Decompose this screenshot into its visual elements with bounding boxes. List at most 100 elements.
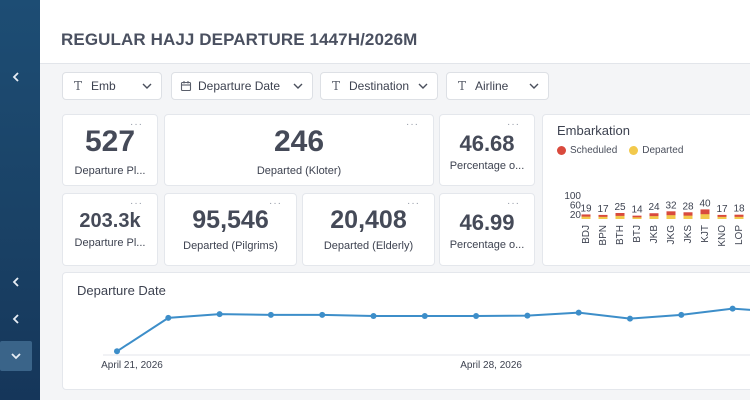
filter-label: Airline [475,79,509,93]
card-percentage-2: ··· 46.99 Percentage o... [439,193,535,266]
chart-title: Embarkation [557,123,630,138]
x-tick-label: JKG [666,225,677,245]
legend-swatch [629,146,639,155]
more-options-icon[interactable]: ··· [507,119,520,130]
card-label: Percentage o... [449,239,525,251]
more-options-icon[interactable]: ··· [130,198,143,209]
card-label: Departed (Pilgrims) [183,240,278,252]
filter-airline[interactable]: T Airline [446,72,549,100]
sidebar-back-button[interactable] [0,267,32,297]
text-type-icon: T [457,79,466,93]
bar-departed[interactable] [717,216,727,219]
x-tick-label: BTJ [632,225,643,243]
x-tick-label: LOP [734,225,745,245]
bar-data-label: 18 [733,204,745,215]
dashboard-header: REGULAR HAJJ DEPARTURE 1447H/2026M [40,0,750,64]
bar-departed[interactable] [666,215,676,219]
line-data-point[interactable] [267,311,274,318]
card-label: Departure Pl... [74,165,146,177]
card-value: 46.99 [459,210,515,235]
filter-label: Departure Date [198,79,281,93]
card-departure-plans: ··· 527 Departure Pl... [62,114,158,186]
sidebar-collapse-button[interactable] [0,62,32,92]
legend-item-scheduled[interactable]: Scheduled [557,145,617,156]
card-departed-kloter: ··· 246 Departed (Kloter) [164,114,434,186]
y-tick-label: 100 [564,191,581,202]
filter-emb[interactable]: T Emb [62,72,162,100]
line-data-point[interactable] [524,312,531,319]
bar-data-label: 17 [597,204,609,215]
chevron-left-icon [12,72,19,82]
more-options-icon[interactable]: ··· [407,198,420,209]
legend-swatch [557,146,566,155]
line-data-point[interactable] [421,313,428,319]
page-title: REGULAR HAJJ DEPARTURE 1447H/2026M [61,30,418,49]
sidebar-prev-button[interactable] [0,304,32,334]
line-data-point[interactable] [729,305,736,312]
bar-departed[interactable] [598,216,608,219]
sidebar-expand-button[interactable] [0,341,32,371]
card-departed-pilgrims: ··· 95,546 Departed (Pilgrims) [164,193,297,266]
bar-departed[interactable] [683,215,693,219]
legend-item-departed[interactable]: Departed [629,145,683,156]
line-data-point[interactable] [627,315,633,322]
filter-destination[interactable]: T Destination [320,72,438,100]
y-tick-label: 20 [570,210,582,221]
x-tick-label: BDJ [581,225,592,244]
bar-departed[interactable] [700,214,710,219]
card-label: Departed (Elderly) [323,240,414,252]
x-tick-label: April 28, 2026 [460,360,522,371]
more-options-icon[interactable]: ··· [269,198,282,209]
line-data-point[interactable] [114,348,120,355]
more-options-icon[interactable]: ··· [406,119,419,130]
line-data-point[interactable] [165,314,172,321]
line-data-point[interactable] [678,311,685,318]
x-tick-label: BTH [615,225,626,245]
bar-departed[interactable] [632,217,642,219]
more-options-icon[interactable]: ··· [130,119,143,130]
bar-data-label: 25 [614,202,626,213]
bar-data-label: 40 [699,198,711,209]
card-value: 20,408 [330,206,407,234]
calendar-icon [180,81,192,92]
x-tick-label: JKB [649,225,660,244]
chevron-down-icon [293,83,303,89]
x-tick-label: JKS [683,225,694,244]
embarkation-chart-card: Embarkation Scheduled Departed 100 60 20 19… [542,114,750,266]
card-label: Percentage o... [449,160,525,172]
x-tick-label: April 21, 2026 [101,360,163,371]
chevron-down-icon [11,353,21,360]
bar-departed[interactable] [581,216,591,219]
chevron-down-icon [418,83,428,89]
line-data-point[interactable] [370,313,377,319]
filter-label: Emb [91,79,116,93]
text-type-icon: T [73,79,82,93]
chart-title: Departure Date [77,283,166,298]
bar-scheduled[interactable] [649,213,659,219]
chevron-down-icon [142,83,152,89]
x-tick-label: KNO [717,225,728,247]
card-label: Departed (Kloter) [256,165,342,177]
card-percentage-1: ··· 46.68 Percentage o... [439,114,535,186]
chevron-left-icon [12,314,19,324]
filter-departure-date[interactable]: Departure Date [171,72,313,100]
legend-label: Scheduled [570,145,618,156]
bar-departed[interactable] [649,216,659,219]
card-value: 203.3k [79,210,141,232]
chevron-left-icon [12,277,19,287]
line-data-point[interactable] [216,311,223,318]
departure-date-line-chart: April 21, 2026 April 28, 2026 [101,305,750,371]
line-data-point[interactable] [473,313,480,319]
line-data-point[interactable] [319,311,326,318]
departure-date-chart-card: Departure Date April 21, 2026 April 28, 2… [62,272,750,390]
sidebar [0,0,40,400]
bar-departed[interactable] [615,215,625,219]
bar-departed[interactable] [734,216,744,219]
bar-data-label: 19 [580,203,592,214]
more-options-icon[interactable]: ··· [507,198,520,209]
x-tick-label: BPN [598,225,609,246]
chevron-down-icon [529,83,539,89]
line-data-point[interactable] [575,309,582,316]
legend-label: Departed [642,145,684,156]
